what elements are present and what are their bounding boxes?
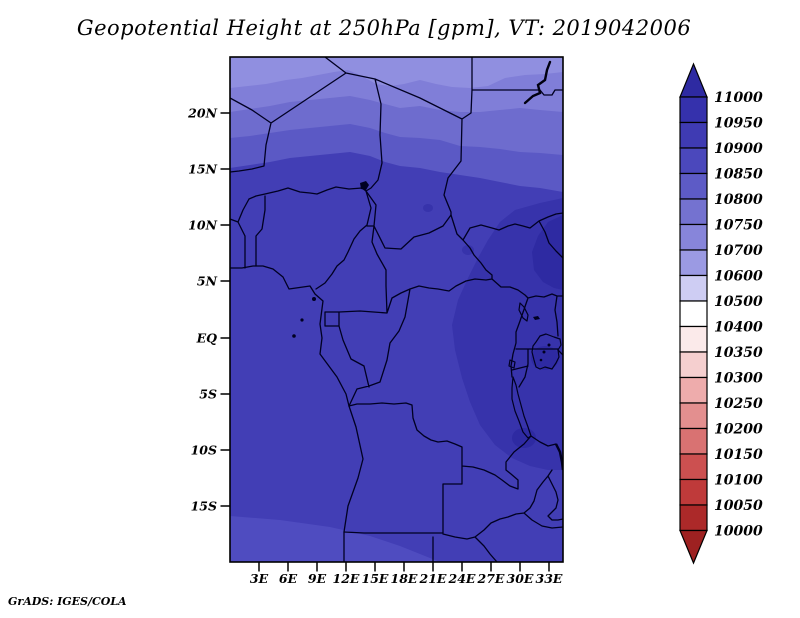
contour-fill-layer [230, 57, 563, 562]
lon-label: 9E [308, 571, 327, 586]
colorbar-segment [679, 147, 708, 175]
colorbar-arrow-down [679, 529, 708, 565]
lon-label: 18E [391, 571, 418, 586]
fill-band-10600-10700 [230, 57, 563, 88]
lon-label: 15E [362, 571, 389, 586]
colorbar-segment [679, 121, 708, 149]
lon-label: 6E [279, 571, 298, 586]
lake-kivu [508, 359, 516, 369]
colorbar-label: 10000 [714, 524, 763, 540]
gulf-islands [292, 297, 551, 362]
lat-label: 10S [191, 443, 217, 458]
colorbar-label: 10350 [714, 345, 763, 361]
colorbar-arrow-up [679, 62, 708, 98]
lake-albert [518, 302, 529, 322]
colorbar-label: 10150 [714, 447, 763, 463]
colorbar-segment [679, 325, 708, 353]
fill-southwest-10800-10850 [230, 516, 440, 562]
country-borders-central [324, 190, 563, 407]
lat-label: 20N [187, 106, 217, 121]
map-outlines-layer [230, 57, 563, 562]
lat-label: 15S [191, 499, 217, 514]
colorbar-label: 10500 [714, 294, 763, 310]
colorbar-segment [679, 223, 708, 251]
colorbar-label: 10250 [714, 396, 763, 412]
plot-title: Geopotential Height at 250hPa [gpm], VT:… [76, 16, 692, 40]
lon-label: 3E [250, 571, 269, 586]
colorbar-label: 10300 [714, 371, 763, 387]
colorbar-segment [679, 427, 708, 455]
lat-label: 10N [188, 218, 217, 233]
lon-label: 21E [419, 571, 447, 586]
colorbar-label: 10900 [714, 141, 763, 157]
colorbar-label: 10700 [714, 243, 763, 259]
colorbar-segment [679, 351, 708, 379]
grads-credit: GrADS: IGES/COLA [8, 595, 127, 608]
colorbar-segment [679, 504, 708, 532]
map-frame [229, 56, 564, 563]
colorbar-label: 10050 [714, 498, 763, 514]
lat-label: EQ [196, 331, 218, 346]
colorbar-segment [679, 249, 708, 277]
colorbar-label: 10600 [714, 269, 763, 285]
lat-label: 5N [197, 274, 218, 289]
coastline [230, 265, 364, 562]
fill-deep-ethiopia-10950 [532, 215, 563, 290]
lon-label: 33E [536, 571, 563, 586]
colorbar-segment [679, 274, 708, 302]
lat-label: 15N [188, 162, 217, 177]
colorbar-label: 10950 [714, 116, 763, 132]
colorbar-segment [679, 300, 708, 328]
fill-deep-southeast [512, 428, 536, 448]
colorbar-segment [679, 198, 708, 226]
lat-label: 5S [199, 387, 217, 402]
colorbar-segment [679, 96, 708, 124]
fill-east-blob-1 [423, 204, 433, 212]
fill-deep-victoria [531, 346, 559, 370]
lon-label: 12E [333, 571, 360, 586]
lake-chad [360, 181, 369, 190]
country-borders-north [230, 57, 563, 290]
colorbar: 11000 10950 10900 10850 10800 10750 10700 10600… [679, 62, 763, 565]
fill-east-blob-2 [462, 245, 474, 255]
colorbar-segment [679, 478, 708, 506]
colorbar-segment [679, 376, 708, 404]
colorbar-label: 10400 [714, 320, 763, 336]
colorbar-segment [679, 453, 708, 481]
colorbar-segment [679, 172, 708, 200]
lon-label: 27E [477, 571, 505, 586]
lon-label: 30E [507, 571, 534, 586]
colorbar-label: 11000 [714, 90, 763, 106]
lake-victoria [531, 333, 562, 370]
lake-kyoga [533, 316, 540, 320]
nile-river [523, 60, 552, 105]
colorbar-label: 10850 [714, 167, 763, 183]
colorbar-label: 10200 [714, 422, 763, 438]
lake-tanganyika [511, 376, 532, 439]
colorbar-label: 10800 [714, 192, 763, 208]
country-borders-southeast [343, 402, 563, 562]
lon-label: 24E [448, 571, 476, 586]
colorbar-label: 10750 [714, 218, 763, 234]
colorbar-segment [679, 402, 708, 430]
colorbar-label: 10100 [714, 473, 763, 489]
